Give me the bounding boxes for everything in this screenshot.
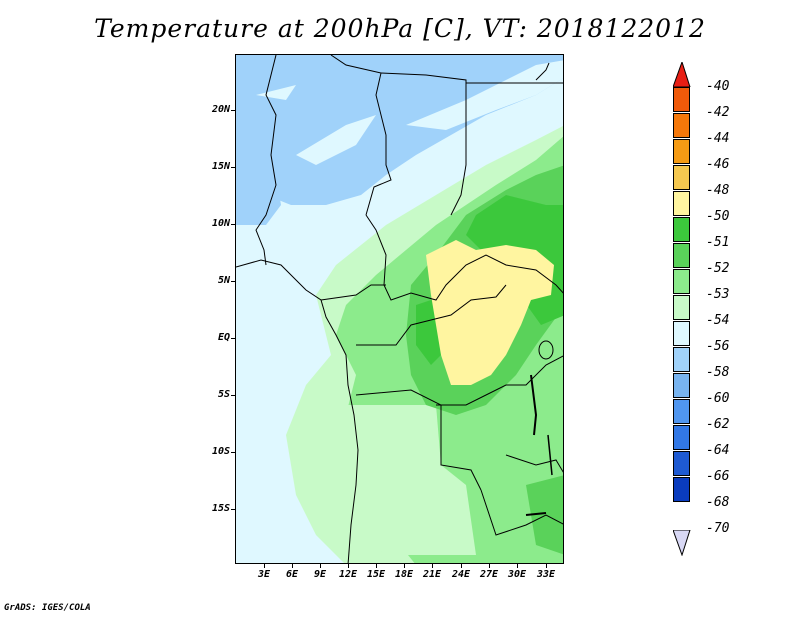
colorbar-label: -62	[706, 417, 730, 432]
colorbar-label: -53	[706, 287, 730, 302]
colorbar-bottom-arrow	[673, 530, 691, 556]
lon-label-3e: 3E	[257, 569, 271, 580]
colorbar-label: -64	[706, 443, 730, 458]
lat-label-5n: 5N	[217, 275, 230, 286]
colorbar-box	[673, 165, 690, 190]
colorbar-box	[673, 425, 690, 450]
lon-label-9e: 9E	[313, 569, 327, 580]
colorbar-label: -70	[706, 521, 730, 536]
temperature-field	[236, 55, 563, 563]
lat-label-eq: EQ	[217, 332, 230, 343]
lat-label-10s: 10S	[211, 446, 230, 457]
map-panel	[235, 54, 564, 564]
colorbar-box	[673, 191, 690, 216]
colorbar-label: -50	[706, 209, 730, 224]
lon-label-33e: 33E	[536, 569, 556, 580]
colorbar-label: -68	[706, 495, 730, 510]
lon-label-12e: 12E	[338, 569, 358, 580]
lat-label-10n: 10N	[211, 218, 230, 229]
colorbar-box	[673, 477, 690, 502]
colorbar-label: -40	[706, 79, 730, 94]
colorbar-box	[673, 399, 690, 424]
field-yellow-core	[426, 240, 554, 385]
colorbar-label: -66	[706, 469, 730, 484]
colorbar-label: -42	[706, 105, 730, 120]
colorbar-label: -54	[706, 313, 730, 328]
lon-label-6e: 6E	[285, 569, 299, 580]
colorbar-box	[673, 373, 690, 398]
colorbar-label: -56	[706, 339, 730, 354]
colorbar-label: -52	[706, 261, 730, 276]
lat-label-15n: 15N	[211, 161, 230, 172]
colorbar-label: -51	[706, 235, 730, 250]
coastlines-borders	[236, 55, 563, 563]
footer-credit: GrADS: IGES/COLA	[4, 603, 91, 613]
colorbar-box	[673, 347, 690, 372]
colorbar-box	[673, 269, 690, 294]
colorbar-box	[673, 217, 690, 242]
lat-label-20n: 20N	[211, 104, 230, 115]
colorbar-label: -58	[706, 365, 730, 380]
lakes	[525, 340, 554, 516]
lon-label-24e: 24E	[451, 569, 471, 580]
map-title: Temperature at 200hPa [C], VT: 201812201…	[94, 14, 706, 43]
colorbar-box	[673, 321, 690, 346]
lat-label-15s: 15S	[211, 503, 230, 514]
colorbar-top-arrow	[673, 62, 691, 87]
lon-label-27e: 27E	[479, 569, 499, 580]
colorbar-box	[673, 243, 690, 268]
colorbar-box	[673, 295, 690, 320]
lon-label-21e: 21E	[422, 569, 442, 580]
colorbar-label: -46	[706, 157, 730, 172]
colorbar-box	[673, 87, 690, 112]
lon-label-15e: 15E	[366, 569, 386, 580]
lon-label-30e: 30E	[507, 569, 527, 580]
colorbar-box	[673, 139, 690, 164]
colorbar-box	[673, 113, 690, 138]
field-blue-west	[236, 155, 281, 225]
colorbar-label: -60	[706, 391, 730, 406]
colorbar-label: -44	[706, 131, 730, 146]
lat-label-5s: 5S	[217, 389, 230, 400]
colorbar-label: -48	[706, 183, 730, 198]
lon-label-18e: 18E	[394, 569, 414, 580]
colorbar-box	[673, 451, 690, 476]
